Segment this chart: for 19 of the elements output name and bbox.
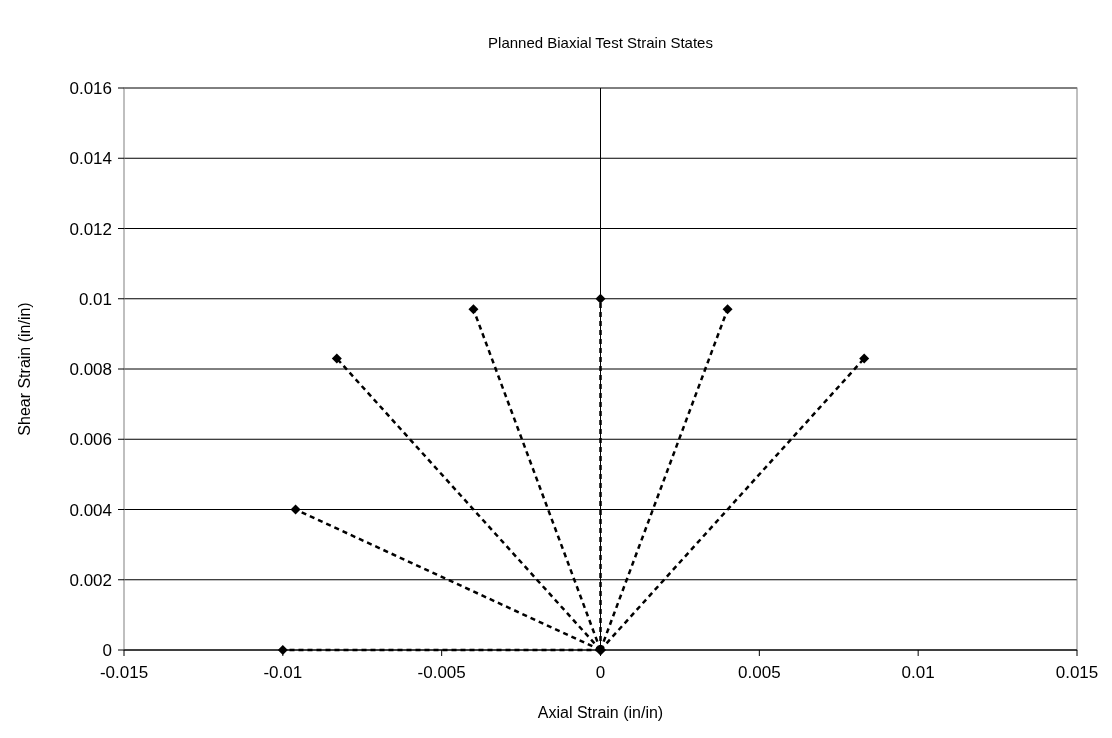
x-tick-label: -0.015 — [99, 663, 149, 682]
x-tick-label: 0 — [595, 663, 606, 682]
x-tick-label: 0.01 — [901, 663, 935, 682]
x-tick-label: -0.005 — [417, 663, 466, 682]
y-tick-label: 0.01 — [78, 289, 112, 309]
x-axis-title: Axial Strain (in/in) — [537, 704, 664, 721]
y-tick-label: 0.008 — [69, 360, 112, 379]
y-tick-label: 0 — [102, 641, 112, 660]
chart-title: Planned Biaxial Test Strain States — [488, 34, 713, 51]
y-tick-label: 0.014 — [69, 149, 112, 169]
y-tick-label: 0.006 — [69, 430, 112, 450]
y-tick-label: 0.012 — [69, 219, 112, 239]
y-tick-label: 0.004 — [69, 500, 112, 520]
x-tick-label: 0.005 — [738, 663, 781, 682]
y-axis-title: Shear Strain (in/in) — [16, 302, 33, 436]
x-tick-label: 0.015 — [1055, 663, 1099, 682]
y-tick-label: 0.002 — [69, 570, 112, 590]
y-tick-label: 0.016 — [69, 79, 112, 98]
x-tick-label: -0.01 — [263, 663, 303, 682]
